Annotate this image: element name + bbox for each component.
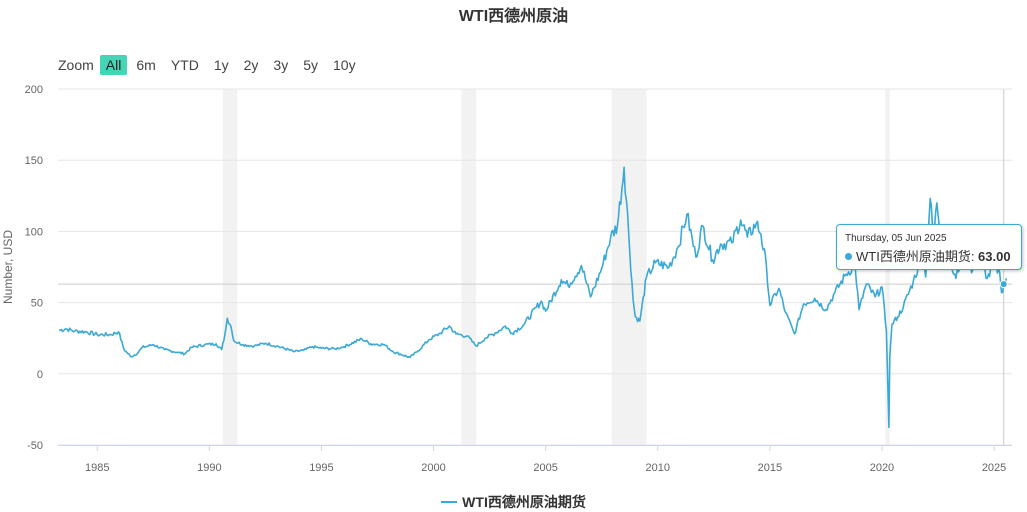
zoom-button-5y[interactable]: 5y	[303, 57, 318, 73]
y-axis-ticks: -50 0 50 100 150 200	[25, 84, 43, 452]
y-tick-label: 0	[37, 369, 43, 381]
tooltip-series-dot	[845, 253, 852, 260]
x-tick-label: 2005	[533, 462, 557, 474]
y-tick-label: 150	[25, 155, 43, 167]
zoom-button-2y[interactable]: 2y	[243, 57, 259, 73]
y-tick-label: 200	[25, 84, 43, 96]
tooltip-series-label: WTI西德州原油期货:	[856, 249, 979, 264]
zoom-button-6m[interactable]: 6m	[136, 57, 156, 73]
x-tick-label: 1985	[85, 462, 109, 474]
x-tick-label: 1990	[197, 462, 221, 474]
zoom-button-all[interactable]: All	[99, 55, 128, 75]
tooltip: Thursday, 05 Jun 2025 WTI西德州原油期货: 63.00	[836, 224, 1022, 270]
zoom-button-3y[interactable]: 3y	[273, 57, 289, 73]
zoom-button-ytd[interactable]: YTD	[170, 57, 199, 73]
legend-swatch	[441, 501, 458, 503]
y-tick-label: 100	[25, 226, 43, 238]
x-tick-label: 2010	[646, 462, 670, 474]
x-tick-label: 2020	[870, 462, 894, 474]
x-tick-label: 2000	[421, 462, 445, 474]
y-tick-label: -50	[27, 440, 43, 452]
chart-title: WTI西德州原油	[458, 8, 569, 25]
hover-point[interactable]	[999, 280, 1008, 289]
zoom-button-1y[interactable]: 1y	[213, 57, 229, 73]
zoom-button-10y[interactable]: 10y	[333, 57, 356, 73]
tooltip-row: WTI西德州原油期货: 63.00	[845, 246, 1011, 265]
y-tick-label: 50	[31, 298, 43, 310]
legend[interactable]: WTI西德州原油期货	[0, 492, 1027, 512]
zoom-label: Zoom	[58, 57, 94, 73]
x-tick-label: 2025	[982, 462, 1006, 474]
tooltip-date: Thursday, 05 Jun 2025	[845, 233, 947, 244]
legend-label: WTI西德州原油期货	[462, 494, 586, 510]
shaded-periods	[222, 89, 890, 445]
series-line-wti[interactable]	[58, 166, 1008, 429]
shaded-period-0	[222, 89, 238, 445]
zoom-bar: Zoom All 6m YTD 1y 2y 3y 5y 10y	[58, 54, 365, 76]
tooltip-value: 63.00	[978, 249, 1011, 264]
shaded-period-2	[611, 89, 647, 445]
y-axis-label: Number, USD	[1, 230, 15, 304]
shaded-period-1	[461, 89, 477, 445]
x-axis-ticks: 1985 1990 1995 2000 2005 2010 2015 2020 2025	[85, 445, 1006, 474]
x-tick-label: 2015	[758, 462, 782, 474]
x-tick-label: 1995	[309, 462, 333, 474]
